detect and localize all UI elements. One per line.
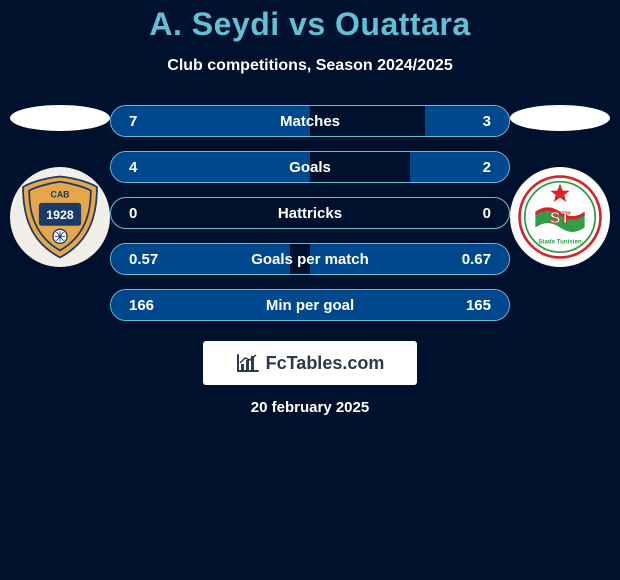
player-right-column: ST Stade Tunisien: [510, 105, 610, 267]
stat-value-left: 0: [129, 205, 177, 222]
stat-label: Min per goal: [177, 297, 443, 314]
badge-year: 1928: [46, 208, 74, 222]
stat-value-left: 0.57: [129, 251, 177, 268]
stat-value-right: 165: [443, 297, 491, 314]
player-right-silhouette: [510, 105, 610, 131]
stat-label: Hattricks: [177, 205, 443, 222]
team-badge-right: ST Stade Tunisien: [510, 167, 610, 267]
root: A. Seydi vs Ouattara Club competitions, …: [0, 0, 620, 416]
stat-value-right: 0.67: [443, 251, 491, 268]
stat-row: 7Matches3: [110, 105, 510, 137]
chart-icon: [236, 353, 260, 373]
player-left-silhouette: [10, 105, 110, 131]
team-badge-left: CAB 1928: [10, 167, 110, 267]
stat-value-right: 2: [443, 159, 491, 176]
stat-label: Matches: [177, 113, 443, 130]
brand-text: FcTables.com: [266, 353, 385, 374]
stat-value-right: 3: [443, 113, 491, 130]
stats-list: 7Matches3 4Goals2 0Hattricks0 0.57Goals per…: [110, 105, 510, 321]
stat-row: 0Hattricks0: [110, 197, 510, 229]
badge-initials: ST: [550, 210, 571, 227]
comparison-panel: CAB 1928 ST Stade Tunisien: [0, 105, 620, 416]
stat-row: 166Min per goal165: [110, 289, 510, 321]
stat-value-right: 0: [443, 205, 491, 222]
subtitle: Club competitions, Season 2024/2025: [0, 57, 620, 75]
stat-label: Goals: [177, 159, 443, 176]
stat-value-left: 166: [129, 297, 177, 314]
svg-text:CAB: CAB: [50, 190, 69, 200]
player-left-column: CAB 1928: [10, 105, 110, 267]
page-title: A. Seydi vs Ouattara: [0, 6, 620, 43]
stat-value-left: 4: [129, 159, 177, 176]
brand-badge: FcTables.com: [203, 341, 417, 385]
date-text: 20 february 2025: [0, 399, 620, 416]
stat-row: 0.57Goals per match0.67: [110, 243, 510, 275]
stat-row: 4Goals2: [110, 151, 510, 183]
stat-label: Goals per match: [177, 251, 443, 268]
svg-text:Stade Tunisien: Stade Tunisien: [538, 238, 582, 245]
stat-value-left: 7: [129, 113, 177, 130]
shield-icon: CAB 1928: [16, 173, 104, 261]
shield-icon: ST Stade Tunisien: [516, 173, 604, 261]
